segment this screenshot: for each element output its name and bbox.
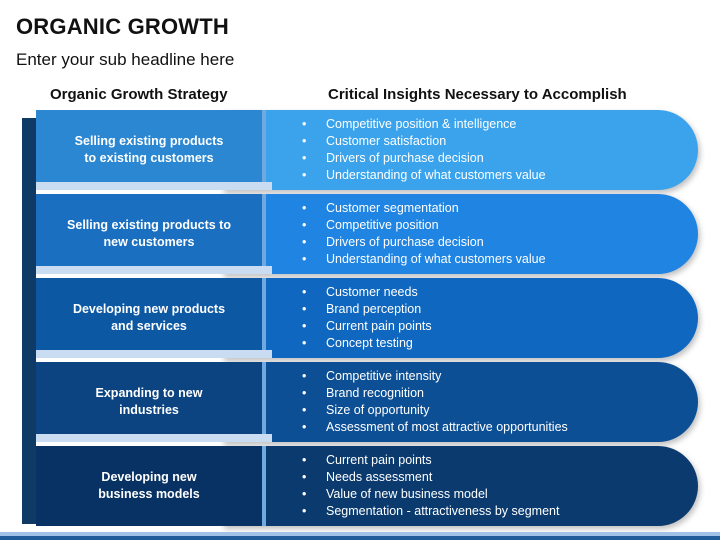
strategy-box-divider [36, 266, 272, 274]
insight-item: Assessment of most attractive opportunit… [302, 419, 568, 436]
strategy-box: Developing new business models [22, 446, 266, 526]
strategy-stack-shadow [22, 118, 36, 524]
strategy-label: Selling existing products to existing cu… [74, 134, 224, 165]
insight-item: Competitive position [302, 217, 546, 234]
insight-item: Customer segmentation [302, 200, 546, 217]
page-subtitle: Enter your sub headline here [16, 50, 235, 69]
insight-item: Value of new business model [302, 486, 559, 503]
strategy-box-edge [262, 362, 266, 442]
insight-item: Competitive position & intelligence [302, 116, 546, 133]
insight-item: Concept testing [302, 335, 432, 352]
strategy-label: Developing new products and services [72, 302, 226, 333]
page-title: ORGANIC GROWTH [16, 14, 230, 39]
strategy-box-edge [262, 278, 266, 358]
insight-item: Needs assessment [302, 469, 559, 486]
growth-row: Current pain pointsNeeds assessmentValue… [0, 446, 720, 526]
strategy-box-edge [262, 110, 266, 190]
strategy-box-fill [36, 446, 262, 526]
strategy-label: Expanding to new industries [95, 386, 203, 417]
strategy-box-fill [36, 362, 262, 442]
insight-item: Brand perception [302, 301, 432, 318]
strategy-label: Developing new business models [98, 470, 200, 501]
insight-band [222, 278, 698, 358]
insight-list: Competitive position & intelligenceCusto… [302, 116, 546, 184]
right-column-heading: Critical Insights Necessary to Accomplis… [328, 86, 627, 103]
insight-item: Understanding of what customers value [302, 167, 546, 184]
strategy-box-fill [36, 278, 262, 358]
insight-item: Segmentation - attractiveness by segment [302, 503, 559, 520]
strategy-box: Expanding to new industries [22, 362, 272, 442]
insight-item: Drivers of purchase decision [302, 150, 546, 167]
strategy-box: Developing new products and services [22, 278, 272, 358]
insight-list: Customer needsBrand perceptionCurrent pa… [302, 284, 432, 352]
strategy-box: Selling existing products to existing cu… [22, 110, 272, 190]
strategy-box: Selling existing products to new custome… [22, 194, 272, 274]
strategy-box-divider [36, 434, 272, 442]
insight-item: Drivers of purchase decision [302, 234, 546, 251]
insight-list: Customer segmentationCompetitive positio… [302, 200, 546, 268]
insight-item: Current pain points [302, 318, 432, 335]
strategy-box-fill [36, 110, 262, 190]
strategy-box-edge [262, 446, 266, 526]
growth-row: Customer needsBrand perceptionCurrent pa… [0, 278, 720, 358]
insight-list: Current pain pointsNeeds assessmentValue… [302, 452, 559, 520]
insight-item: Customer needs [302, 284, 432, 301]
growth-row: Competitive intensityBrand recognitionSi… [0, 362, 720, 442]
strategy-label: Selling existing products to new custome… [67, 218, 231, 249]
growth-row: Customer segmentationCompetitive positio… [0, 194, 720, 274]
growth-row: Competitive position & intelligenceCusto… [0, 110, 720, 190]
strategy-box-divider [36, 182, 272, 190]
insight-item: Brand recognition [302, 385, 568, 402]
strategy-box-fill [36, 194, 262, 274]
strategy-box-edge [262, 194, 266, 274]
insight-item: Competitive intensity [302, 368, 568, 385]
insight-item: Current pain points [302, 452, 559, 469]
insight-item: Understanding of what customers value [302, 251, 546, 268]
strategy-box-divider [36, 350, 272, 358]
insight-item: Size of opportunity [302, 402, 568, 419]
insight-list: Competitive intensityBrand recognitionSi… [302, 368, 568, 436]
footer-band-dark [0, 536, 720, 540]
left-column-heading: Organic Growth Strategy [50, 86, 228, 103]
insight-item: Customer satisfaction [302, 133, 546, 150]
